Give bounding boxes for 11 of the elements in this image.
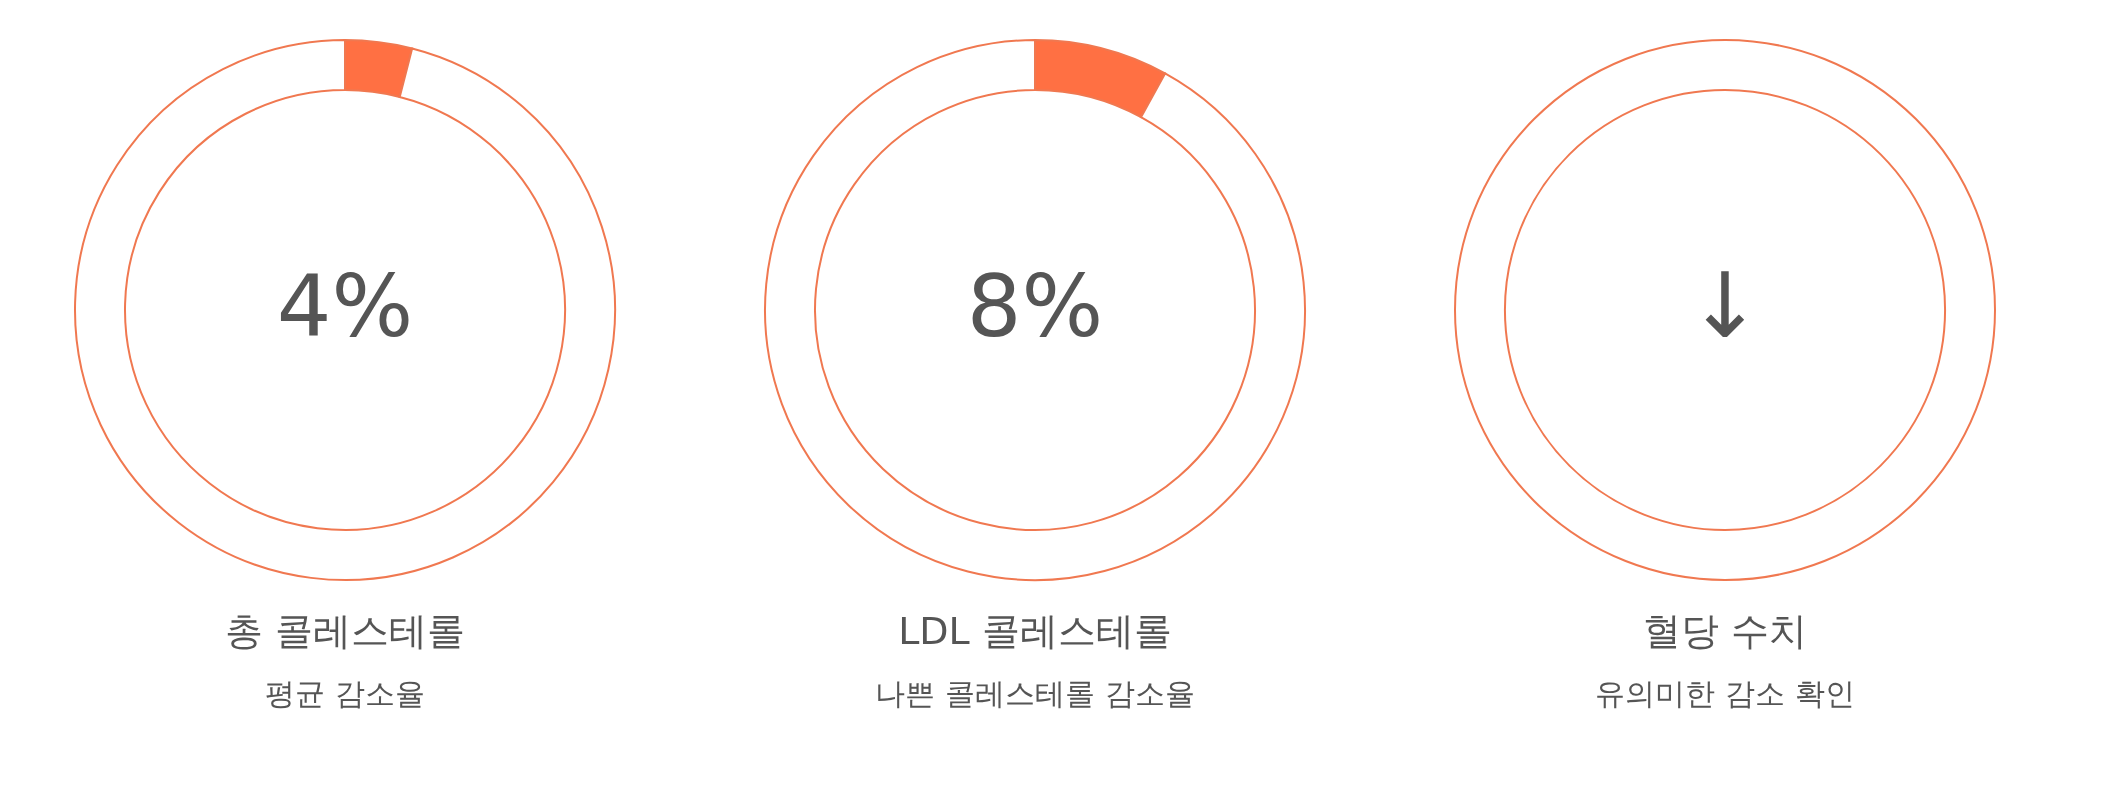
text: 평균 감소율 [265, 676, 425, 711]
text: 나쁜 콜레스테롤 감소율 [875, 676, 1195, 711]
donut-slice [764, 39, 1306, 581]
text: 4% [276, 256, 414, 356]
text: 혈당 수치 [1642, 609, 1808, 653]
donut-slice [74, 39, 616, 581]
text: 총 콜레스테롤 [224, 609, 466, 653]
text: LDL 콜레스테롤 [898, 609, 1172, 653]
text: 유의미한 감소 확인 [1595, 676, 1855, 711]
text: ↓ [1687, 253, 1763, 358]
text: 8% [966, 256, 1104, 356]
